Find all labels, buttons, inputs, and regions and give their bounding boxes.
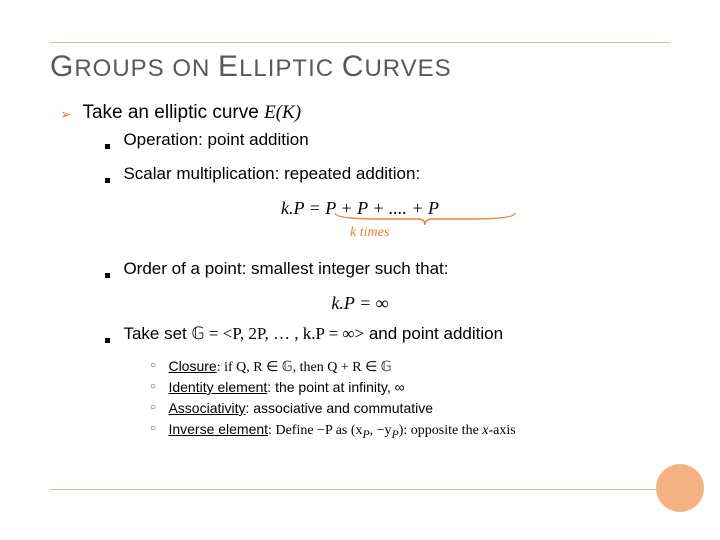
take-curve-text: Take an elliptic curve E(K)	[82, 102, 301, 124]
identity-label: Identity element	[168, 379, 267, 395]
slide: GROUPS ON ELLIPTIC CURVES ➢ Take an elli…	[0, 0, 720, 540]
bullet-inverse: ○ Inverse element: Define −P as (xP, −yP…	[150, 421, 670, 441]
inverse-text: Inverse element: Define −P as (xP, −yP):…	[168, 421, 515, 441]
circle-bullet-icon: ○	[150, 381, 164, 392]
square-bullet-icon	[105, 330, 119, 348]
decor-circle	[656, 464, 704, 512]
assoc-rest: : associative and commutative	[245, 400, 433, 416]
brace-label: k times	[350, 225, 389, 241]
identity-text: Identity element: the point at infinity,…	[168, 379, 404, 395]
title-cap-c: C	[342, 50, 365, 83]
inverse-pre: : Define −P as (x	[268, 423, 362, 438]
closure-text: Closure: if Q, R ∈ 𝔾, then Q + R ∈ 𝔾	[168, 358, 391, 376]
square-bullet-icon	[105, 136, 119, 154]
square-bullet-icon	[105, 265, 119, 283]
bottom-rule	[50, 489, 670, 490]
take-curve-prefix: Take an elliptic curve	[82, 102, 264, 123]
takeset-math: 𝔾 = <P, 2P, … , k.P = ∞>	[192, 324, 365, 343]
circle-bullet-icon: ○	[150, 402, 164, 413]
inverse-sub1: P	[363, 428, 370, 441]
title-lliptic: LLIPTIC	[239, 55, 342, 82]
inverse-sub2: P	[392, 428, 399, 441]
closure-rest: : if Q, R ∈ 𝔾, then Q + R ∈ 𝔾	[217, 360, 392, 375]
bullet-takeset: Take set 𝔾 = <P, 2P, … , k.P = ∞> and po…	[105, 324, 670, 348]
title-on: ON	[165, 55, 218, 82]
bullet-identity: ○ Identity element: the point at infinit…	[150, 379, 670, 397]
operation-text: Operation: point addition	[123, 130, 308, 150]
order-equation: k.P = ∞	[50, 293, 670, 314]
circle-bullet-icon: ○	[150, 423, 164, 434]
takeset-text: Take set 𝔾 = <P, 2P, … , k.P = ∞> and po…	[123, 324, 503, 344]
take-curve-math: E(K)	[264, 102, 301, 123]
bullet-closure: ○ Closure: if Q, R ∈ 𝔾, then Q + R ∈ 𝔾	[150, 358, 670, 376]
brace-region: k times	[50, 217, 670, 247]
arrow-bullet-icon: ➢	[60, 106, 78, 123]
circle-bullet-icon: ○	[150, 360, 164, 371]
takeset-pre: Take set	[123, 324, 191, 343]
assoc-label: Associativity	[168, 400, 245, 416]
order-text: Order of a point: smallest integer such …	[123, 259, 448, 279]
bullet-operation: Operation: point addition	[105, 130, 670, 154]
square-bullet-icon	[105, 170, 119, 188]
bullet-scalar: Scalar multiplication: repeated addition…	[105, 164, 670, 188]
bullet-take-curve: ➢ Take an elliptic curve E(K)	[60, 102, 670, 124]
title-roups: ROUPS	[74, 55, 164, 82]
scalar-text: Scalar multiplication: repeated addition…	[123, 164, 420, 184]
identity-rest: : the point at infinity, ∞	[267, 379, 404, 395]
inverse-mid: , −y	[370, 423, 392, 438]
bullet-assoc: ○ Associativity: associative and commuta…	[150, 400, 670, 418]
title-cap-g: G	[50, 50, 74, 83]
bullet-order: Order of a point: smallest integer such …	[105, 259, 670, 283]
inverse-post: ): opposite the x-axis	[399, 423, 516, 438]
inverse-rest: : Define −P as (xP, −yP): opposite the x…	[268, 423, 516, 438]
inverse-label: Inverse element	[168, 421, 268, 437]
title-cap-e: E	[218, 50, 239, 83]
title-urves: URVES	[364, 55, 451, 82]
takeset-post: and point addition	[364, 324, 503, 343]
assoc-text: Associativity: associative and commutati…	[168, 400, 433, 416]
slide-title: GROUPS ON ELLIPTIC CURVES	[50, 50, 670, 84]
top-rule	[50, 42, 670, 43]
closure-label: Closure	[168, 358, 216, 374]
